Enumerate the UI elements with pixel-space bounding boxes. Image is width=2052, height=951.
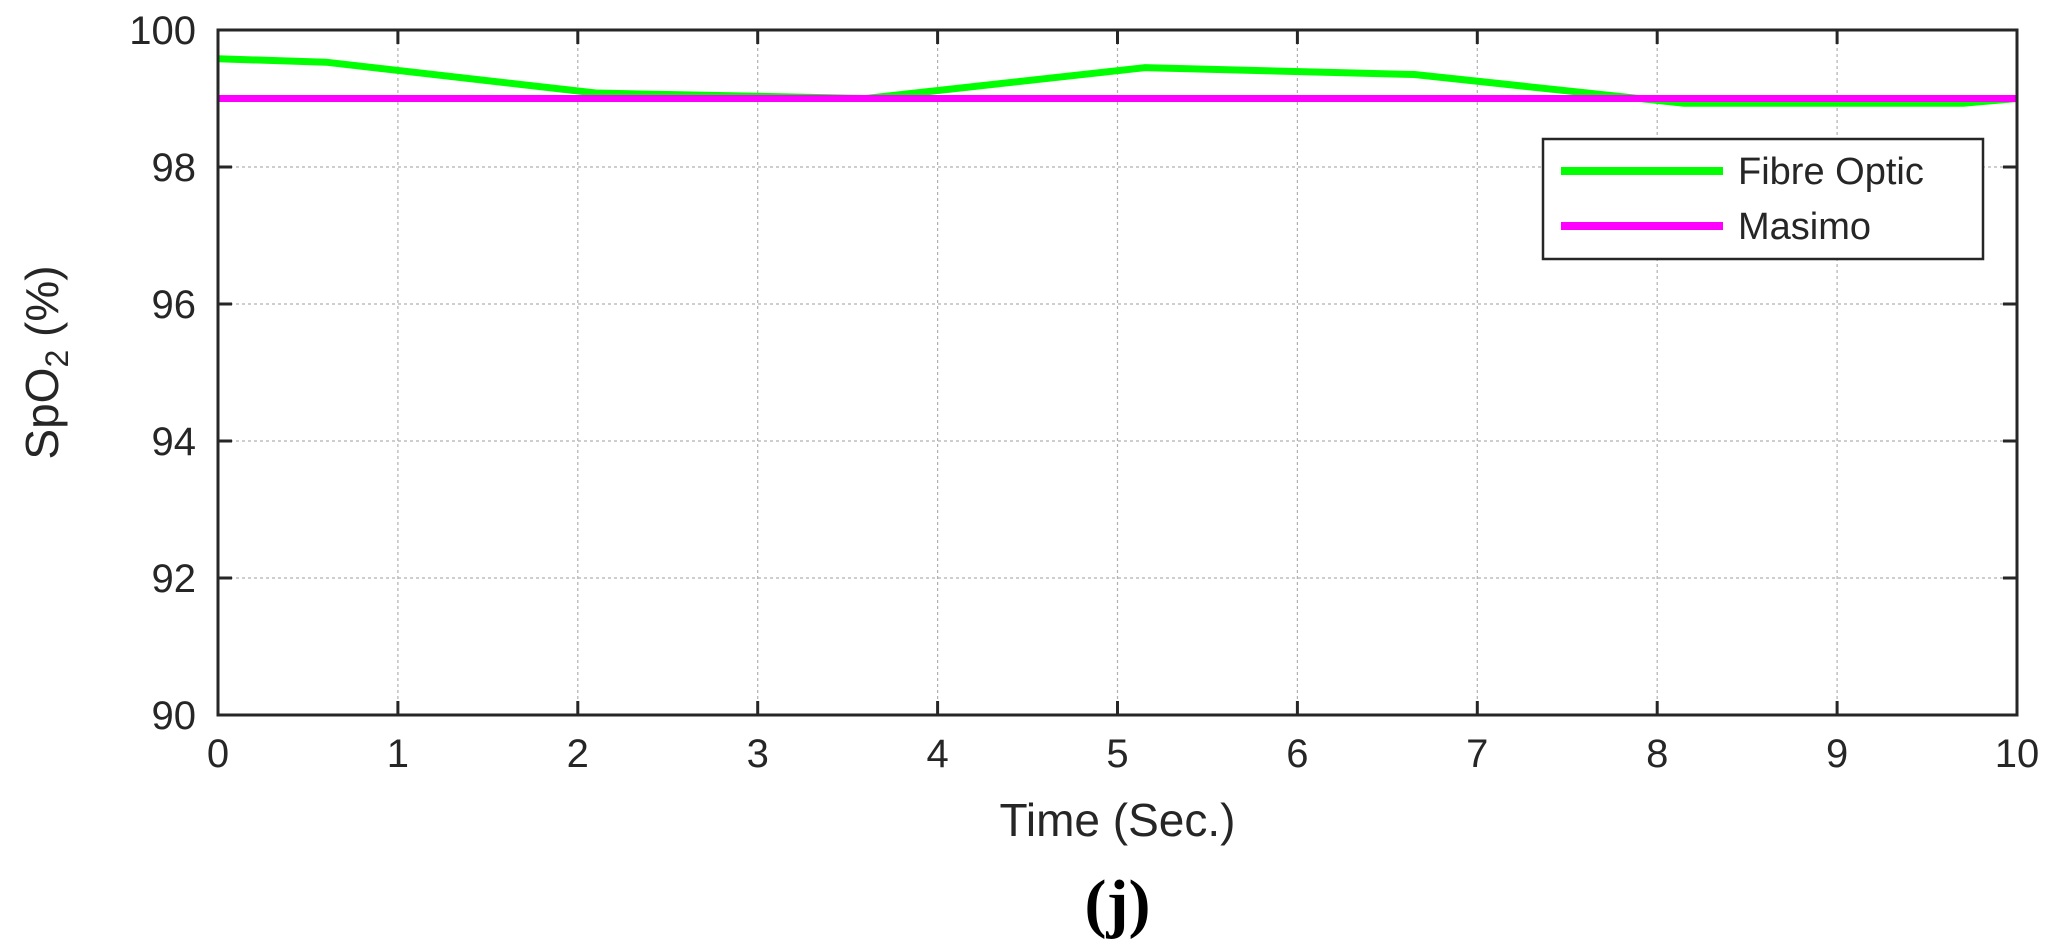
x-tick-label: 3 [747, 732, 769, 776]
y-tick-label: 96 [152, 283, 197, 327]
x-tick-label: 6 [1286, 732, 1308, 776]
x-tick-label: 0 [207, 732, 229, 776]
grid-lines [218, 30, 2017, 715]
y-axis-title-unit: (%) [16, 265, 68, 349]
x-tick-label: 10 [1995, 732, 2040, 776]
y-tick-label: 94 [152, 420, 197, 464]
x-tick-label: 2 [567, 732, 589, 776]
x-tick-label: 8 [1646, 732, 1668, 776]
x-tick-label: 7 [1466, 732, 1488, 776]
y-tick-label: 90 [152, 694, 197, 738]
y-tick-label: 98 [152, 146, 197, 190]
x-tick-label: 4 [926, 732, 948, 776]
series-lines [217, 55, 2018, 107]
y-axis-title: SpO2 (%) [16, 265, 75, 459]
y-tick-label: 100 [129, 9, 196, 53]
legend-label-fibre-optic: Fibre Optic [1738, 151, 1924, 193]
legend-box [1541, 137, 1985, 261]
axis-ticks: 0 1 2 3 4 5 6 7 8 9 10 90 92 94 96 98 100 [129, 9, 2039, 776]
x-tick-label: 1 [387, 732, 409, 776]
y-axis-title-subscript: 2 [39, 350, 75, 368]
panel-label: (j) [1085, 867, 1151, 940]
series-line-fibre-optic [217, 55, 2018, 107]
legend-label-masimo: Masimo [1738, 206, 1871, 248]
y-tick-label: 92 [152, 557, 197, 601]
legend: Fibre Optic Masimo [1541, 137, 1985, 261]
x-axis-title: Time (Sec.) [1000, 794, 1236, 846]
x-tick-label: 5 [1106, 732, 1128, 776]
y-axis-title-main: SpO [16, 368, 68, 460]
x-tick-label: 9 [1826, 732, 1848, 776]
